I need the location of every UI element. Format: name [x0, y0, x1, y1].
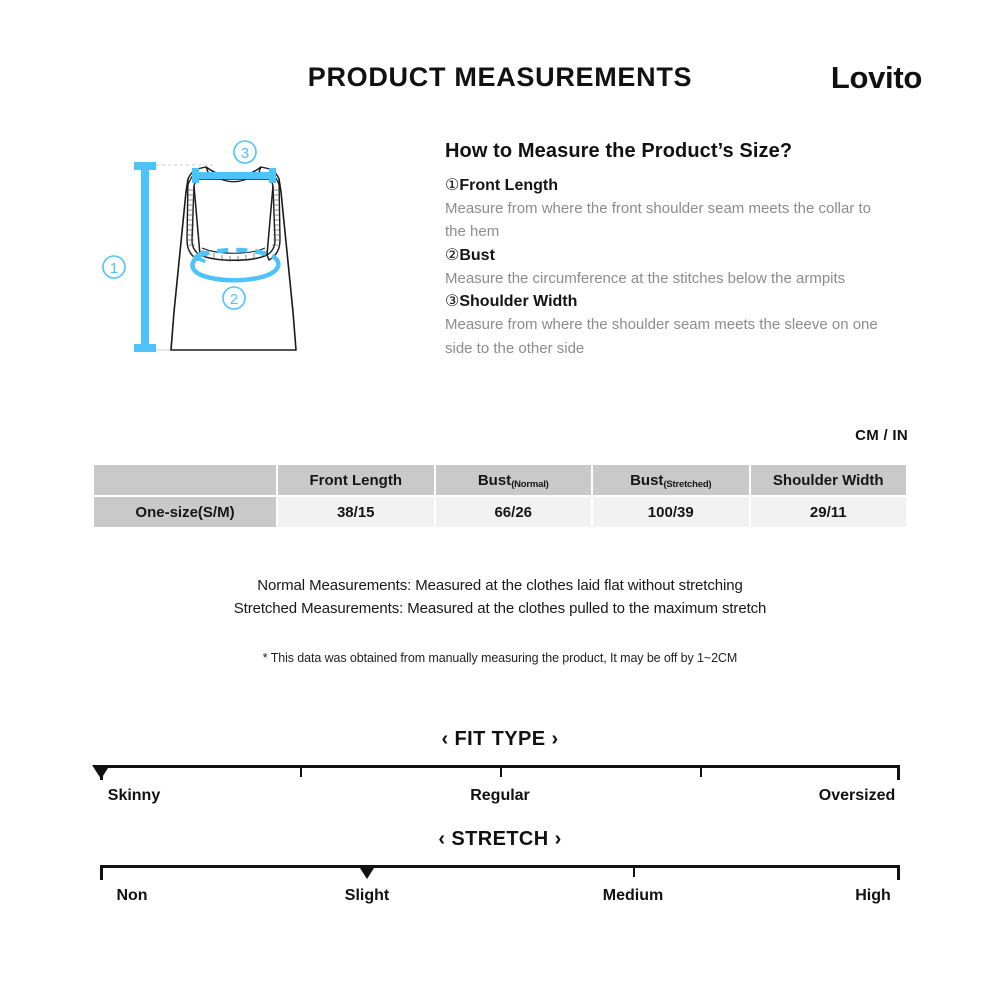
circled-number-3-icon: ③	[445, 293, 460, 311]
row-header-size: One-size(S/M)	[94, 497, 276, 527]
note-normal-measurements: Normal Measurements: Measured at the clo…	[257, 577, 743, 594]
front-length-measure-bar	[134, 162, 156, 352]
stretch-axis-cap-end	[897, 865, 900, 880]
measure-item-1-desc: Measure from where the front shoulder se…	[445, 199, 872, 241]
column-header-shoulder-width: Shoulder Width	[750, 465, 906, 495]
diagram-marker-2: 2	[222, 286, 246, 310]
how-to-measure-section: How to Measure the Product’s Size? ①Fron…	[445, 140, 895, 361]
measure-item-3-name: Shoulder Width	[459, 293, 578, 311]
fit-type-axis-cap-end	[897, 765, 900, 780]
measurement-notes: Normal Measurements: Measured at the clo…	[0, 574, 1000, 620]
fit-type-tick-1	[300, 765, 302, 777]
cell-bust-stretched: 100/39	[593, 497, 749, 527]
fit-type-axis: Skinny Regular Oversized	[92, 751, 900, 804]
fit-type-tick-2	[500, 765, 502, 777]
fit-type-label-oversized: Oversized	[818, 787, 896, 804]
measure-item-3-desc: Measure from where the shoulder seam mee…	[445, 315, 878, 357]
circled-number-1-icon: ①	[445, 177, 460, 194]
diagram-marker-3: 3	[233, 140, 257, 164]
stretch-marker	[358, 865, 376, 879]
fit-type-label-skinny: Skinny	[107, 787, 161, 804]
measure-item-2-label: ②Bust	[445, 245, 895, 267]
brand-logo: Lovito	[830, 60, 922, 95]
column-header-front-length: Front Length	[278, 465, 434, 495]
page-title: PRODUCT MEASUREMENTS	[307, 62, 693, 92]
stretch-title: ‹ STRETCH ›	[438, 828, 562, 850]
fit-type-scale: ‹ FIT TYPE › Skinny Regular Oversized	[0, 728, 1000, 804]
cell-bust-normal: 66/26	[435, 497, 591, 527]
table-header-row: Front Length Bust(Normal) Bust(Stretched…	[94, 465, 906, 495]
stretch-label-high: High	[855, 887, 891, 904]
fit-type-label-regular: Regular	[470, 787, 530, 804]
shoulder-width-measure-bar	[192, 168, 276, 183]
measure-item-1-name: Front Length	[459, 177, 558, 194]
stretch-axis-line	[100, 865, 900, 868]
stretch-axis-cap-start	[100, 865, 103, 880]
column-header-bust-stretched: Bust(Stretched)	[593, 465, 749, 495]
table-row: One-size(S/M) 38/15 66/26 100/39 29/11	[94, 497, 906, 527]
svg-text:3: 3	[241, 145, 249, 162]
circled-number-2-icon: ②	[445, 246, 460, 264]
measure-item-2-name: Bust	[459, 246, 495, 264]
cell-front-length: 38/15	[278, 497, 434, 527]
stretch-axis: Non Slight Medium High	[100, 851, 900, 904]
units-label: CM / IN	[855, 427, 908, 444]
garment-diagram: 1 2 3	[96, 132, 376, 377]
measurement-disclaimer: * This data was obtained from manually m…	[262, 651, 738, 665]
bust-measure-ellipse	[190, 247, 281, 283]
column-header-bust-normal: Bust(Normal)	[435, 465, 591, 495]
measure-item-1-label: ①Front Length	[445, 175, 895, 197]
how-to-measure-title: How to Measure the Product’s Size?	[445, 140, 793, 162]
svg-text:2: 2	[230, 291, 238, 308]
table-corner-cell	[94, 465, 276, 495]
stretch-tick-medium	[633, 865, 635, 877]
tank-top-illustration: 1 2 3	[102, 140, 297, 352]
svg-text:1: 1	[110, 260, 118, 277]
stretch-label-non: Non	[116, 887, 148, 904]
fit-type-marker	[92, 765, 110, 779]
measurements-table: Front Length Bust(Normal) Bust(Stretched…	[92, 463, 908, 529]
cell-shoulder-width: 29/11	[750, 497, 906, 527]
stretch-scale: ‹ STRETCH › Non Slight Medium High	[0, 828, 1000, 904]
stretch-label-slight: Slight	[344, 887, 390, 904]
diagram-marker-1: 1	[102, 255, 126, 279]
measure-item-2-desc: Measure the circumference at the stitche…	[445, 269, 846, 287]
measure-item-3-label: ③Shoulder Width	[445, 291, 895, 313]
stretch-label-medium: Medium	[602, 887, 664, 904]
note-stretched-measurements: Stretched Measurements: Measured at the …	[233, 600, 767, 617]
fit-type-title: ‹ FIT TYPE ›	[441, 728, 559, 750]
fit-type-tick-3	[700, 765, 702, 777]
